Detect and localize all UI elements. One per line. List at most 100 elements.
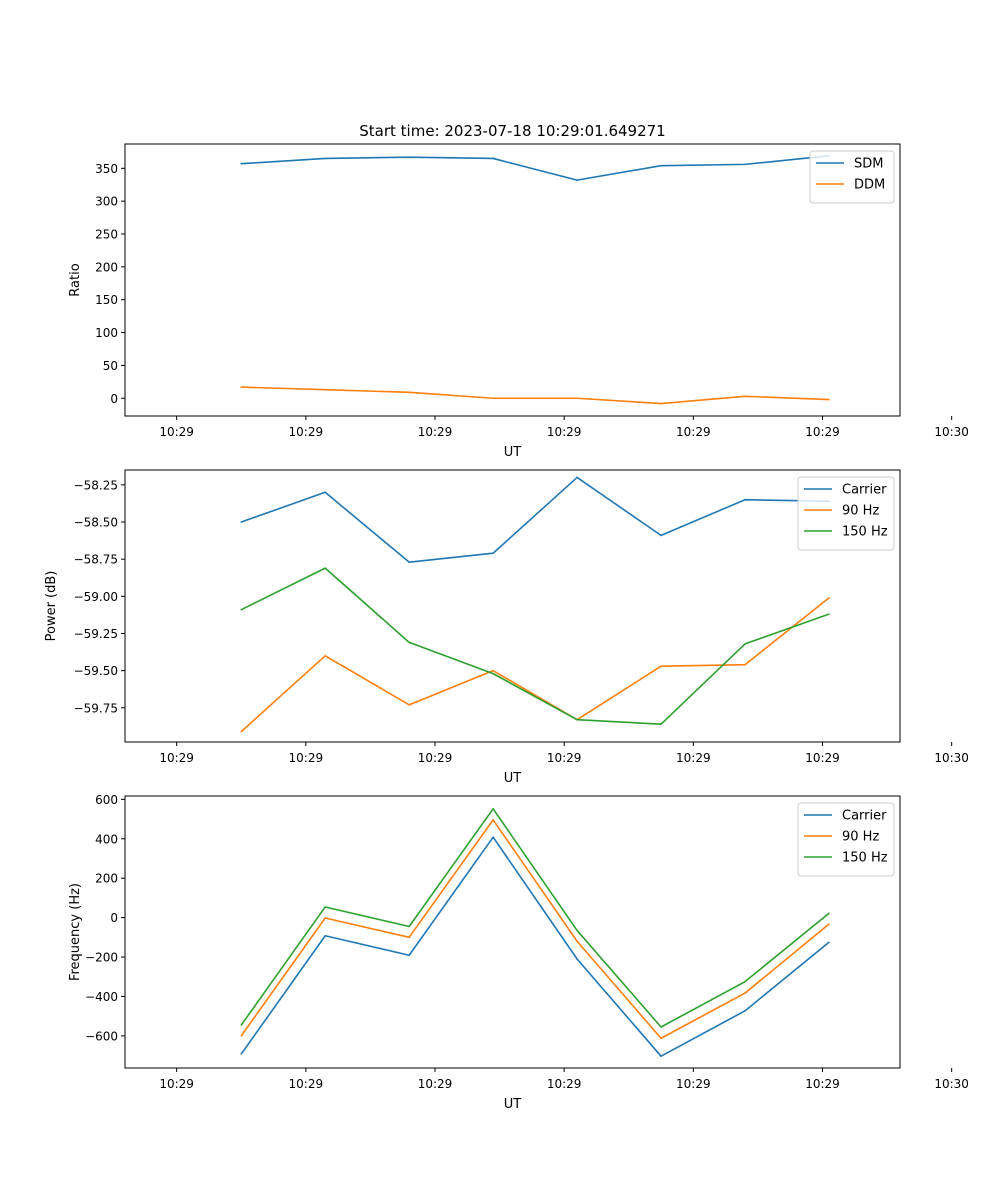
panel-2-group: 10:29 10:29 10:29 10:29 10:29 10:29 10:30 −59.7…: [44, 469, 969, 786]
panel-1-y-tick-label: 200: [95, 260, 118, 274]
panel-2-x-tick-label: 10:29: [418, 751, 453, 765]
panel-3-y-axis-label: Frequency (Hz): [68, 883, 83, 981]
panel-3-series-150-hz-point: [576, 929, 578, 932]
panel-3-series-carrier-point: [660, 1055, 662, 1057]
panel-2-legend-label: Carrier: [842, 483, 887, 498]
panel-1-x-tick-label: 10:30: [934, 425, 969, 439]
panel-1-series-ddm-point: [660, 402, 662, 405]
panel-2-series-carrier-line: [240, 476, 829, 563]
panel-1-x-tick-label: 10:29: [418, 425, 453, 439]
panel-2-y-tick-label: −59.25: [74, 627, 118, 641]
panel-1-y-tick-label: 300: [95, 195, 118, 209]
panel-2-series-150-hz-point: [240, 608, 243, 611]
panel-2-series-90-hz-point: [828, 597, 830, 599]
panel-3-series-90-hz-point: [660, 1037, 662, 1040]
panel-3-legend-label: 90 Hz: [842, 830, 879, 845]
panel-1-group: 10:29 10:29 10:29 10:29 10:29 10:29 10:30 0 50 10…: [68, 143, 969, 460]
panel-3-x-tick-label: 10:29: [289, 1077, 324, 1091]
panel-2-series-150-hz-line: [240, 567, 830, 725]
panel-2-series-carrier-point: [240, 521, 243, 523]
panel-2-x-tick-label: 10:30: [934, 751, 969, 765]
panel-2-series-carrier-point: [744, 498, 746, 501]
panel-2-series-150-hz-point: [324, 567, 327, 569]
panel-3-series-150-hz-point: [744, 980, 746, 983]
panel-1-y-tick-label: 150: [95, 293, 118, 307]
panel-3-y-tick-label: −400: [85, 990, 118, 1004]
panel-2-series-carrier-point: [576, 476, 578, 479]
panel-1-x-axis-label: UT: [504, 445, 522, 460]
panel-1-x-tick-label: 10:29: [676, 425, 711, 439]
chart-title: Start time: 2023-07-18 10:29:01.649271: [359, 122, 665, 140]
panel-3-y-tick-label: −600: [85, 1029, 118, 1043]
panel-3-x-tick-label: 10:29: [418, 1077, 453, 1091]
panel-2-series-carrier-point: [324, 491, 327, 494]
panel-2-axes-frame: [124, 469, 901, 743]
panel-3-y-tick-label: 200: [95, 872, 118, 886]
panel-1-legend-label: SDM: [854, 157, 883, 172]
panel-3-series-carrier-point: [240, 1053, 243, 1055]
panel-1-series-ddm-line: [241, 386, 829, 405]
panel-2-x-tick-label: 10:29: [805, 751, 840, 765]
panel-2-y-axis-label: Power (dB): [44, 571, 59, 642]
panel-3-series-90-hz-line: [240, 819, 830, 1040]
panel-3-x-tick-label: 10:29: [547, 1077, 582, 1091]
panel-3-legend-label: 150 Hz: [842, 851, 888, 866]
panel-1-series-sdm-point: [240, 162, 243, 165]
panel-1-series-ddm-point: [744, 395, 746, 398]
panel-3-x-tick-label: 10:29: [676, 1077, 711, 1091]
panel-2-y-tick-label: −58.25: [74, 478, 118, 492]
panel-2-x-tick-label: 10:29: [547, 751, 582, 765]
panel-1-x-tick-label: 10:29: [805, 425, 840, 439]
panel-3-group: 10:29 10:29 10:29 10:29 10:29 10:29 10:30 −600 −…: [68, 793, 969, 1112]
panel-3-x-tick-label: 10:30: [934, 1077, 969, 1091]
panel-3-x-tick-label: 10:29: [159, 1077, 194, 1091]
panel-2-series-150-hz-point: [828, 613, 830, 615]
panel-3-series-carrier-point: [744, 1010, 746, 1012]
panel-3-series-90-hz-point: [408, 936, 410, 939]
panel-1-series-sdm-point: [492, 157, 494, 160]
panel-3-axes-frame: [124, 795, 901, 1069]
panel-3-series-150-hz-point: [660, 1026, 662, 1028]
panel-2-x-tick-label: 10:29: [289, 751, 324, 765]
panel-2-y-tick-label: −58.75: [74, 553, 118, 567]
panel-1-series-sdm-point: [408, 156, 410, 158]
panel-2-series-150-hz-point: [408, 641, 410, 644]
panel-1-series-sdm-point: [576, 179, 578, 181]
panel-1-x-tick-label: 10:29: [547, 425, 582, 439]
panel-3-series-90-hz-point: [492, 819, 494, 821]
panel-3-series-150-hz-point: [324, 906, 327, 908]
panel-3-series-150-hz-point: [240, 1024, 243, 1026]
panel-1-series-ddm-point: [828, 398, 830, 401]
panel-2-series-90-hz-point: [408, 704, 410, 706]
panel-1-legend-box: [809, 150, 895, 204]
panel-3-y-tick-label: −200: [85, 951, 118, 965]
panel-2-legend-label: 150 Hz: [842, 525, 888, 540]
panel-2-series-90-hz-point: [492, 669, 494, 672]
panel-3-y-tick-label: 400: [95, 832, 118, 846]
panel-3-series-carrier-point: [828, 941, 830, 944]
panel-3-y-tick-label: 0: [110, 911, 118, 925]
panel-2-series-90-hz-line: [240, 597, 830, 733]
panel-2-x-tick-label: 10:29: [676, 751, 711, 765]
panel-2-x-axis-label: UT: [504, 771, 522, 786]
panel-3-series-90-hz-point: [576, 940, 578, 943]
panel-2-series-carrier-point: [492, 552, 494, 555]
panel-2-series-90-hz-point: [240, 730, 243, 733]
panel-1-axes-frame: [124, 143, 901, 417]
panel-1-series-sdm-line: [241, 155, 830, 181]
panel-1-series-sdm-point: [744, 163, 746, 166]
panel-3-series-carrier-point: [492, 836, 494, 838]
panel-3-series-carrier-point: [576, 958, 578, 960]
panel-3-series-carrier-point: [408, 954, 410, 957]
panel-2-series-carrier-point: [408, 561, 410, 563]
panel-1-y-axis-label: Ratio: [68, 263, 83, 296]
panel-1-y-tick-label: 50: [103, 359, 118, 373]
panel-3-series-carrier-line: [240, 836, 830, 1057]
panel-1-y-tick-label: 350: [95, 162, 118, 176]
panel-2-series-150-hz-point: [492, 672, 494, 675]
panel-1-x-tick-label: 10:29: [159, 425, 194, 439]
panel-2-series-150-hz-point: [744, 643, 746, 645]
panel-3-legend-label: Carrier: [842, 809, 887, 824]
